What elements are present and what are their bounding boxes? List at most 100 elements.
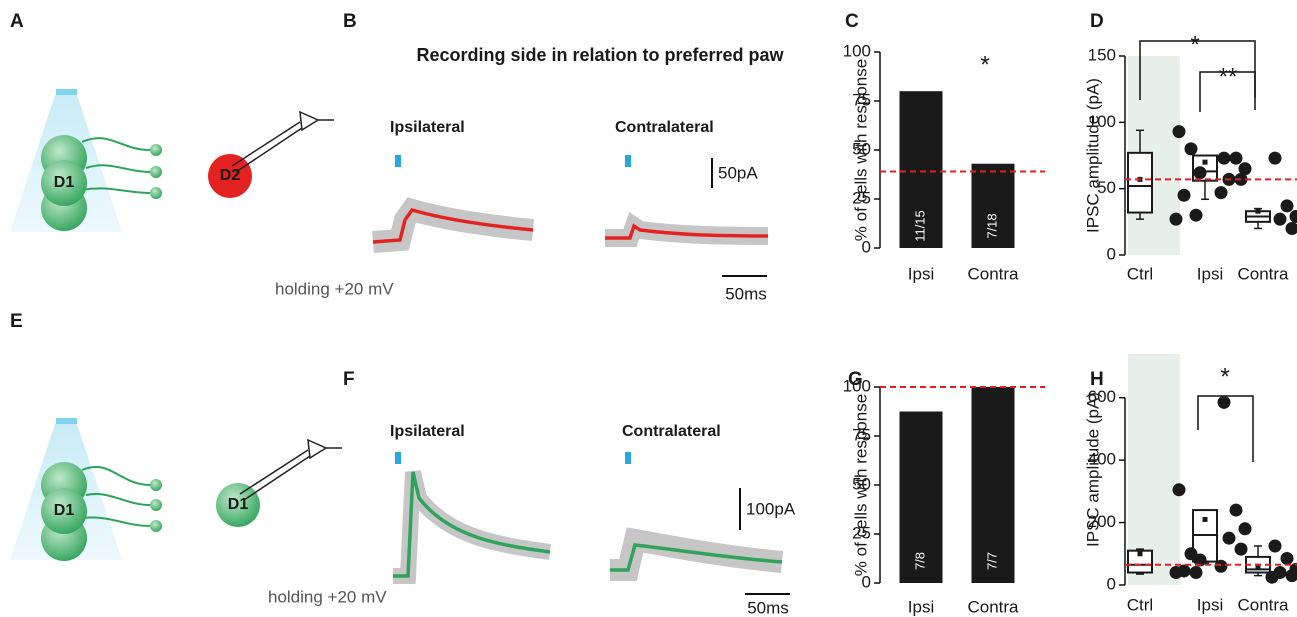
x-tick-label: Ipsi	[1197, 595, 1223, 614]
x-tick-label: Ctrl	[1127, 595, 1153, 614]
x-tick-label: Contra	[1237, 264, 1289, 283]
data-point	[1214, 186, 1228, 200]
cell-label: D1	[228, 496, 249, 513]
x-tick-label: Ipsi	[908, 264, 934, 283]
panel-label: E	[10, 311, 23, 332]
bar	[971, 387, 1015, 583]
panel-b: Recording side in relation to preferred …	[275, 45, 785, 304]
bar-count: 11/15	[912, 210, 927, 242]
y-tick-label: 0	[862, 572, 871, 591]
bar-count: 7/8	[912, 552, 927, 570]
bar-count: 7/18	[984, 213, 999, 238]
holding-label: holding +20 mV	[268, 587, 387, 606]
chart: 0 25 50 75 100% of cells with response Ipsi Co…	[843, 376, 1045, 616]
data-point	[1268, 151, 1282, 165]
x-tick-label: Ipsi	[908, 597, 934, 616]
data-point	[1193, 166, 1207, 180]
trace	[393, 471, 551, 578]
y-axis-label: % of cells with response	[851, 394, 870, 576]
significance: **	[1219, 63, 1238, 90]
x-tick-label: Contra	[967, 264, 1019, 283]
trace-label: Contralateral	[622, 423, 721, 440]
diagram-a: D1 D2	[10, 89, 334, 232]
panel-title: Recording side in relation to preferred …	[416, 45, 784, 65]
data-point	[1214, 559, 1228, 573]
bar	[971, 163, 1015, 248]
scale-label: 100pA	[746, 499, 796, 518]
bar	[899, 411, 943, 583]
scale-label: 50pA	[718, 163, 758, 182]
light-pulse	[625, 155, 631, 167]
light-pulse	[395, 452, 401, 464]
box-mean	[1255, 208, 1261, 214]
y-axis-label: IPSC amplitude (pA)	[1083, 78, 1102, 233]
significance: *	[1190, 31, 1199, 58]
diagram-e: D1 D1	[10, 418, 342, 561]
data-point	[1238, 522, 1252, 536]
bar	[899, 91, 943, 248]
box-mean	[1137, 551, 1143, 557]
panel-label: B	[343, 11, 357, 32]
data-point	[1234, 542, 1248, 556]
y-tick-label: 200	[1088, 512, 1116, 531]
trace	[610, 543, 783, 572]
data-point	[1268, 539, 1282, 553]
data-point	[1229, 503, 1243, 517]
y-tick-label: 50	[852, 139, 871, 158]
panel-label: D	[1090, 11, 1104, 32]
cell-label: D2	[220, 167, 241, 184]
data-point	[1217, 151, 1231, 165]
chart: 0 25 50 75 100% of cells with response Ipsi Co…	[843, 41, 1045, 283]
y-tick-label: 100	[1088, 112, 1116, 131]
data-point	[1169, 566, 1183, 580]
scale-label: 50ms	[747, 598, 789, 617]
scale-label: 50ms	[725, 284, 767, 303]
chart: 0 50 100 150 IPSC amplitude (pA) Ctrl Ipsi Cont…	[1083, 31, 1297, 283]
y-tick-label: 150	[1088, 45, 1116, 64]
box	[1127, 151, 1153, 214]
data-point	[1280, 551, 1294, 565]
data-point	[1172, 125, 1186, 139]
cell-label: D1	[54, 174, 75, 191]
y-tick-label: 25	[852, 188, 871, 207]
y-tick-label: 100	[843, 376, 871, 395]
y-tick-label: 50	[852, 474, 871, 493]
bar-count: 7/7	[984, 552, 999, 570]
data-point	[1184, 142, 1198, 156]
significance: *	[980, 51, 989, 78]
y-tick-label: 25	[852, 523, 871, 542]
data-point	[1285, 221, 1297, 235]
trace	[605, 223, 769, 240]
data-point	[1189, 566, 1203, 580]
significance-bracket	[1197, 395, 1254, 462]
box-mean	[1202, 159, 1208, 165]
panel-label: A	[10, 11, 24, 32]
x-tick-label: Contra	[967, 597, 1019, 616]
data-point	[1193, 553, 1207, 567]
box-mean	[1202, 516, 1208, 522]
panel-label: G	[848, 369, 863, 390]
holding-label: holding +20 mV	[275, 279, 394, 298]
y-tick-label: 0	[1107, 244, 1116, 263]
x-tick-label: Ctrl	[1127, 264, 1153, 283]
trace-label: Ipsilateral	[390, 423, 465, 440]
x-tick-label: Contra	[1237, 595, 1289, 614]
data-point	[1177, 188, 1191, 202]
control-shade	[1128, 354, 1180, 585]
box-mean	[1255, 563, 1261, 569]
box	[1127, 549, 1153, 574]
data-point	[1238, 162, 1252, 176]
y-axis-label: IPSC amplitude (pA)	[1083, 392, 1102, 547]
light-pulse	[395, 155, 401, 167]
y-axis-label: % of cells with response	[851, 59, 870, 241]
data-point	[1189, 208, 1203, 222]
data-point	[1169, 212, 1183, 226]
x-tick-label: Ipsi	[1197, 264, 1223, 283]
y-tick-label: 400	[1088, 450, 1116, 469]
trace	[372, 207, 534, 244]
trace-label: Ipsilateral	[390, 119, 465, 136]
cell-label: D1	[54, 502, 75, 519]
significance-bracket	[1139, 40, 1256, 100]
